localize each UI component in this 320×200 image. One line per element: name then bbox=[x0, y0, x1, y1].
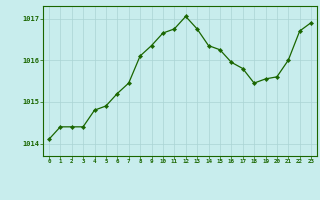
Text: Graphe pression niveau de la mer (hPa): Graphe pression niveau de la mer (hPa) bbox=[65, 184, 255, 193]
